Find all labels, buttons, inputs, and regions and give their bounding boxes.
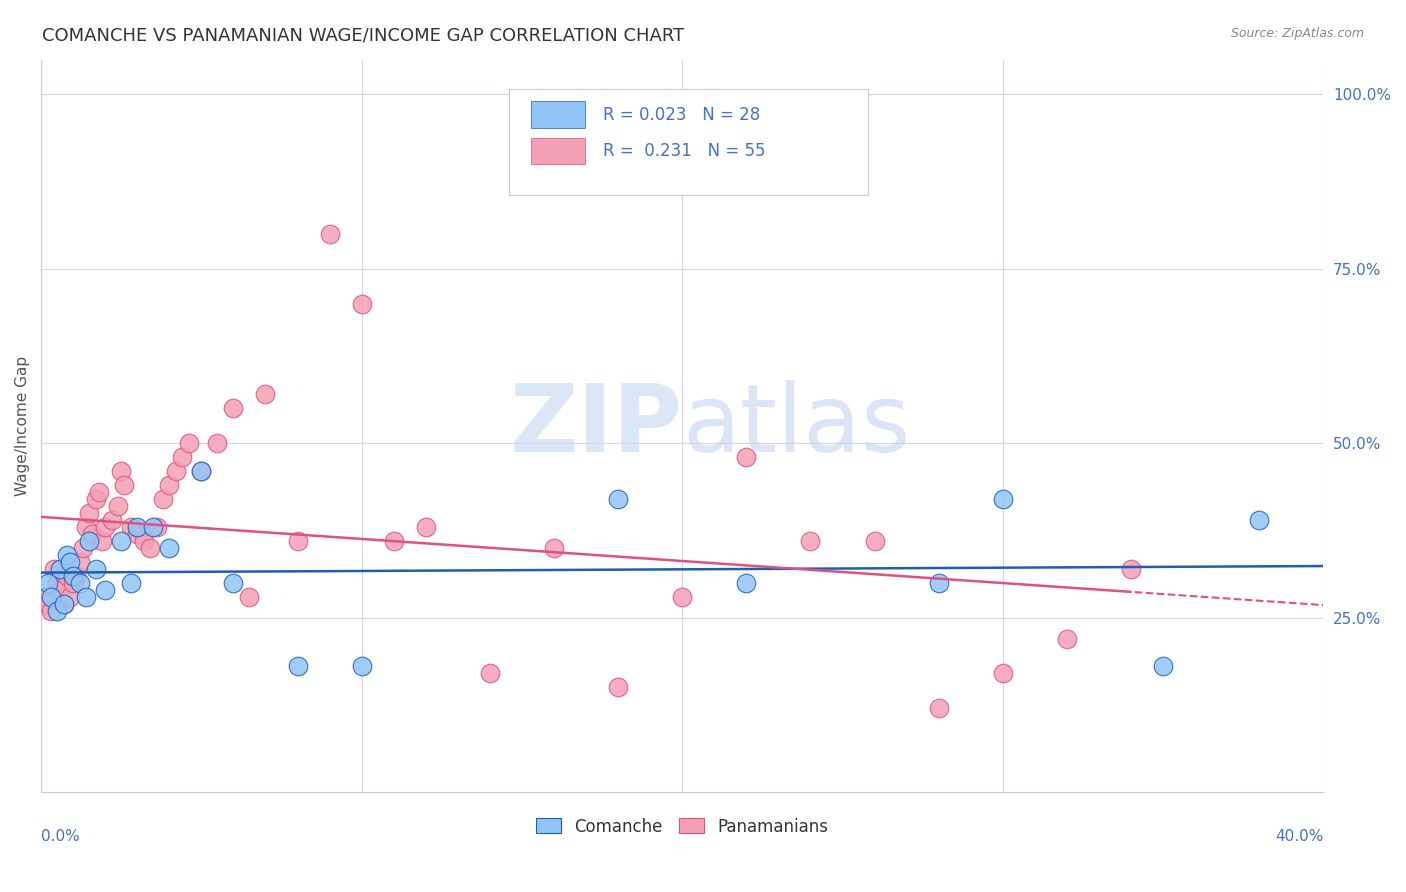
Point [863,533,886,548]
Point [87,485,110,500]
Point [69,575,91,590]
Point [222,401,245,416]
Legend: Comanche, Panamanians: Comanche, Panamanians [529,811,835,842]
Point [190,464,212,478]
Point [991,491,1014,506]
Point [59,590,82,604]
Point [84,562,107,576]
Point [132,533,155,548]
Y-axis label: Wage/Income Gap: Wage/Income Gap [15,356,30,496]
Point [49,582,72,597]
Point [37,597,59,611]
Point [318,227,340,241]
Text: Source: ZipAtlas.com: Source: ZipAtlas.com [1230,27,1364,40]
Point [127,527,149,541]
Point [1249,513,1271,527]
Point [82,527,104,541]
Point [52,597,75,611]
Point [120,520,142,534]
Point [59,555,82,569]
Point [77,533,100,548]
Point [415,520,437,534]
Point [177,436,200,450]
Point [172,450,194,465]
Point [190,464,212,478]
Point [928,701,950,715]
Point [39,604,62,618]
Point [49,562,72,576]
Bar [531,138,585,164]
Point [735,450,758,465]
Point [1056,632,1078,646]
Point [100,513,122,527]
Text: ZIP: ZIP [509,380,682,472]
Text: 0.0%: 0.0% [41,829,80,844]
Point [152,491,174,506]
Point [350,297,373,311]
Point [607,491,630,506]
Point [94,582,117,597]
Point [671,590,693,604]
Point [127,520,149,534]
Point [382,533,405,548]
Point [42,562,65,576]
Point [46,575,69,590]
Point [1119,562,1142,576]
Point [157,541,180,555]
Point [65,568,87,582]
Point [77,506,100,520]
Point [75,520,97,534]
Point [46,604,69,618]
Point [238,590,260,604]
Point [478,666,501,681]
Point [55,548,77,562]
Text: 40.0%: 40.0% [1275,829,1323,844]
Point [287,659,309,673]
Point [114,478,136,492]
Point [543,541,565,555]
Point [222,575,245,590]
Point [165,464,187,478]
Point [62,568,84,582]
Point [110,533,132,548]
Point [120,575,142,590]
Point [75,590,97,604]
Point [350,659,373,673]
FancyBboxPatch shape [509,89,868,195]
Point [91,533,114,548]
Point [1152,659,1174,673]
Point [107,499,129,513]
Point [142,520,165,534]
Point [55,568,77,582]
Point [991,666,1014,681]
Text: COMANCHE VS PANAMANIAN WAGE/INCOME GAP CORRELATION CHART: COMANCHE VS PANAMANIAN WAGE/INCOME GAP C… [42,27,685,45]
Text: R = 0.023   N = 28: R = 0.023 N = 28 [603,105,761,123]
Point [735,575,758,590]
Point [37,575,59,590]
Point [287,533,309,548]
Point [928,575,950,590]
Point [207,436,229,450]
Point [110,464,132,478]
Point [69,555,91,569]
Point [145,520,167,534]
Text: atlas: atlas [682,380,911,472]
Bar [531,102,585,128]
Point [139,541,162,555]
Point [607,681,630,695]
Text: R =  0.231   N = 55: R = 0.231 N = 55 [603,142,765,161]
Point [157,478,180,492]
Point [52,597,75,611]
Point [254,387,277,401]
Point [39,590,62,604]
Point [84,491,107,506]
Point [34,590,56,604]
Point [799,533,821,548]
Point [72,541,94,555]
Point [94,520,117,534]
Point [62,575,84,590]
